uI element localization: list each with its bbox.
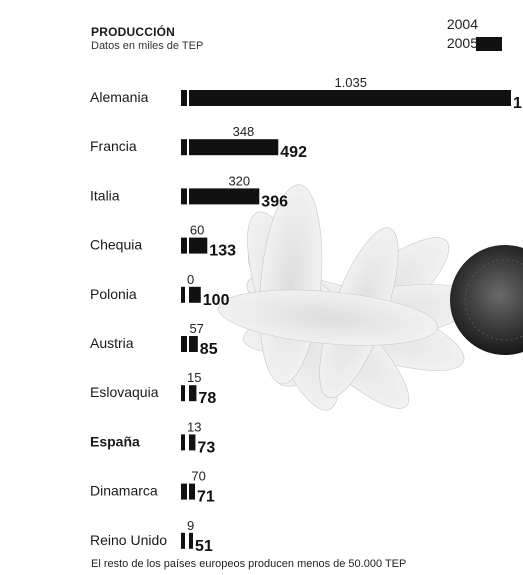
bar-2005 [189, 139, 279, 156]
category-label: Austria [90, 335, 134, 351]
bar-2005 [189, 286, 201, 303]
chart-subtitle: Datos en miles de TEP [91, 40, 204, 52]
category-label: Alemania [90, 89, 149, 105]
bar-2004 [181, 286, 185, 303]
value-label-2005: 492 [280, 144, 307, 161]
bar-2004 [181, 336, 187, 352]
value-label-2005: 396 [261, 193, 288, 210]
value-label-2004: 15 [187, 370, 201, 385]
legend-swatch-2005 [476, 37, 502, 51]
category-label: Polonia [90, 286, 137, 302]
category-label: España [90, 433, 140, 449]
value-label-2004: 13 [187, 419, 201, 434]
value-label-2005: 78 [198, 390, 216, 407]
category-label: Eslovaquia [90, 384, 159, 400]
value-label-2004: 70 [191, 469, 205, 484]
flower-center [450, 245, 523, 355]
bar-2005 [189, 434, 196, 451]
category-label: Francia [90, 138, 137, 154]
value-label-2004: 320 [228, 173, 250, 188]
bar-2004 [181, 483, 187, 500]
value-label-2005: 1.669 [513, 95, 523, 112]
bar-2005 [189, 336, 198, 352]
category-label: Dinamarca [90, 483, 158, 499]
bar-2004 [181, 188, 187, 205]
legend-2004: 2004 [446, 16, 478, 32]
value-label-2004: 60 [190, 223, 204, 238]
bar-2005 [189, 188, 260, 205]
value-label-2005: 51 [195, 538, 213, 555]
chart-title: PRODUCCIÓN [91, 25, 176, 39]
bar-2005 [189, 237, 208, 254]
bar-2005 [189, 532, 193, 549]
value-label-2005: 133 [209, 243, 236, 260]
value-label-2005: 85 [200, 341, 218, 358]
category-label: Reino Unido [90, 532, 167, 548]
bar-2004 [181, 532, 185, 549]
legend-2005: 2005 [446, 35, 478, 51]
bar-2004 [181, 90, 187, 106]
bar-2004 [181, 434, 185, 451]
bar-2005 [189, 483, 196, 500]
value-label-2004: 348 [233, 124, 255, 139]
bar-2004 [181, 385, 185, 402]
bar-2005 [189, 90, 511, 106]
category-label: Chequia [90, 237, 142, 253]
value-label-2005: 100 [203, 292, 230, 309]
value-label-2004: 0 [187, 272, 194, 287]
bar-2004 [181, 237, 187, 254]
value-label-2005: 73 [197, 439, 215, 456]
chart-footnote: El resto de los países europeos producen… [91, 558, 407, 570]
value-label-2004: 57 [189, 321, 203, 336]
flower-petals [218, 184, 481, 411]
category-label: Italia [90, 187, 120, 203]
bar-2004 [181, 139, 187, 156]
value-label-2004: 9 [187, 518, 194, 533]
bar-2005 [189, 385, 197, 402]
value-label-2005: 71 [197, 489, 215, 506]
value-label-2004: 1.035 [334, 75, 367, 90]
